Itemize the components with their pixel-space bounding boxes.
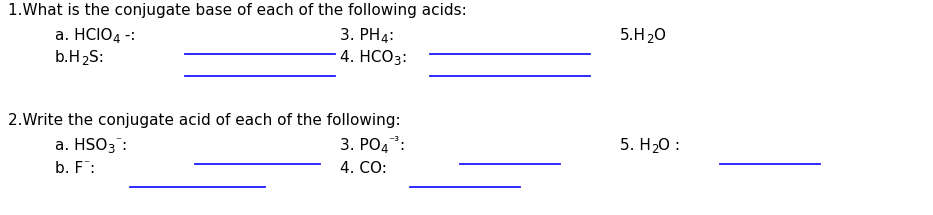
Text: :: :: [399, 138, 404, 153]
Text: 4: 4: [381, 143, 388, 156]
Text: b.H: b.H: [55, 50, 81, 65]
Text: -:: -:: [120, 28, 135, 43]
Text: :: :: [121, 138, 126, 153]
Text: 5.H: 5.H: [620, 28, 646, 43]
Text: 4: 4: [381, 33, 388, 46]
Text: 2: 2: [651, 143, 659, 156]
Text: 3. PH: 3. PH: [340, 28, 381, 43]
Text: 4: 4: [113, 33, 120, 46]
Text: :: :: [90, 161, 94, 176]
Text: ⁻: ⁻: [83, 158, 90, 171]
Text: 1.What is the conjugate base of each of the following acids:: 1.What is the conjugate base of each of …: [8, 3, 466, 18]
Text: 2: 2: [646, 33, 653, 46]
Text: 3. PO: 3. PO: [340, 138, 381, 153]
Text: ⁻: ⁻: [115, 135, 121, 148]
Text: a. HClO: a. HClO: [55, 28, 113, 43]
Text: :: :: [401, 50, 406, 65]
Text: 5. H: 5. H: [620, 138, 651, 153]
Text: 2.Write the conjugate acid of each of the following:: 2.Write the conjugate acid of each of th…: [8, 113, 400, 128]
Text: 3: 3: [394, 55, 401, 68]
Text: ⁻³: ⁻³: [388, 135, 399, 148]
Text: 4. CO:: 4. CO:: [340, 161, 387, 176]
Text: 4. HCO: 4. HCO: [340, 50, 394, 65]
Text: S:: S:: [89, 50, 104, 65]
Text: a. HSO: a. HSO: [55, 138, 107, 153]
Text: O :: O :: [659, 138, 680, 153]
Text: :: :: [388, 28, 393, 43]
Text: b. F: b. F: [55, 161, 83, 176]
Text: O: O: [653, 28, 665, 43]
Text: 2: 2: [81, 55, 89, 68]
Text: 3: 3: [107, 143, 115, 156]
